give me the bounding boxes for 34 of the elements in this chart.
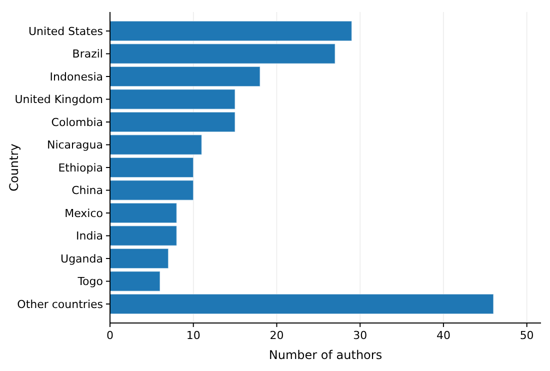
bar: [110, 134, 202, 156]
y-tick-label: United States: [28, 24, 104, 38]
bar: [110, 66, 260, 87]
y-tick-label: Colombia: [51, 116, 103, 129]
bar: [110, 225, 178, 246]
y-tick-label: India: [76, 230, 103, 243]
y-tick-label: Togo: [76, 275, 104, 288]
bar: [110, 20, 352, 42]
x-axis-title: Number of authors: [268, 348, 382, 362]
x-tick-label: 20: [270, 329, 284, 342]
y-tick-label: Other countries: [17, 298, 104, 311]
y-tick-label: Mexico: [64, 206, 104, 220]
x-tick-label: 30: [353, 329, 368, 342]
bar: [110, 180, 194, 201]
x-tick-label: 40: [436, 329, 450, 342]
x-tick-label: 0: [106, 329, 114, 342]
y-tick-label: China: [72, 184, 103, 198]
bar: [110, 157, 194, 178]
x-tick-label: 10: [186, 329, 200, 342]
y-tick-label: United Kingdom: [14, 93, 103, 106]
y-axis-title: Country: [7, 144, 21, 192]
bar: [110, 270, 160, 292]
x-tick-label: 50: [520, 329, 534, 342]
bar: [110, 294, 494, 314]
y-tick-label: Indonesia: [50, 70, 103, 84]
bar: [110, 248, 169, 269]
y-tick-label: Brazil: [72, 48, 103, 61]
bar: [110, 202, 178, 224]
bar: [110, 112, 236, 132]
y-tick-label: Ethiopia: [58, 161, 103, 174]
y-tick-label: Uganda: [60, 252, 103, 266]
y-tick-label: Nicaragua: [46, 138, 103, 152]
bar: [110, 88, 236, 110]
bar: [110, 43, 336, 64]
